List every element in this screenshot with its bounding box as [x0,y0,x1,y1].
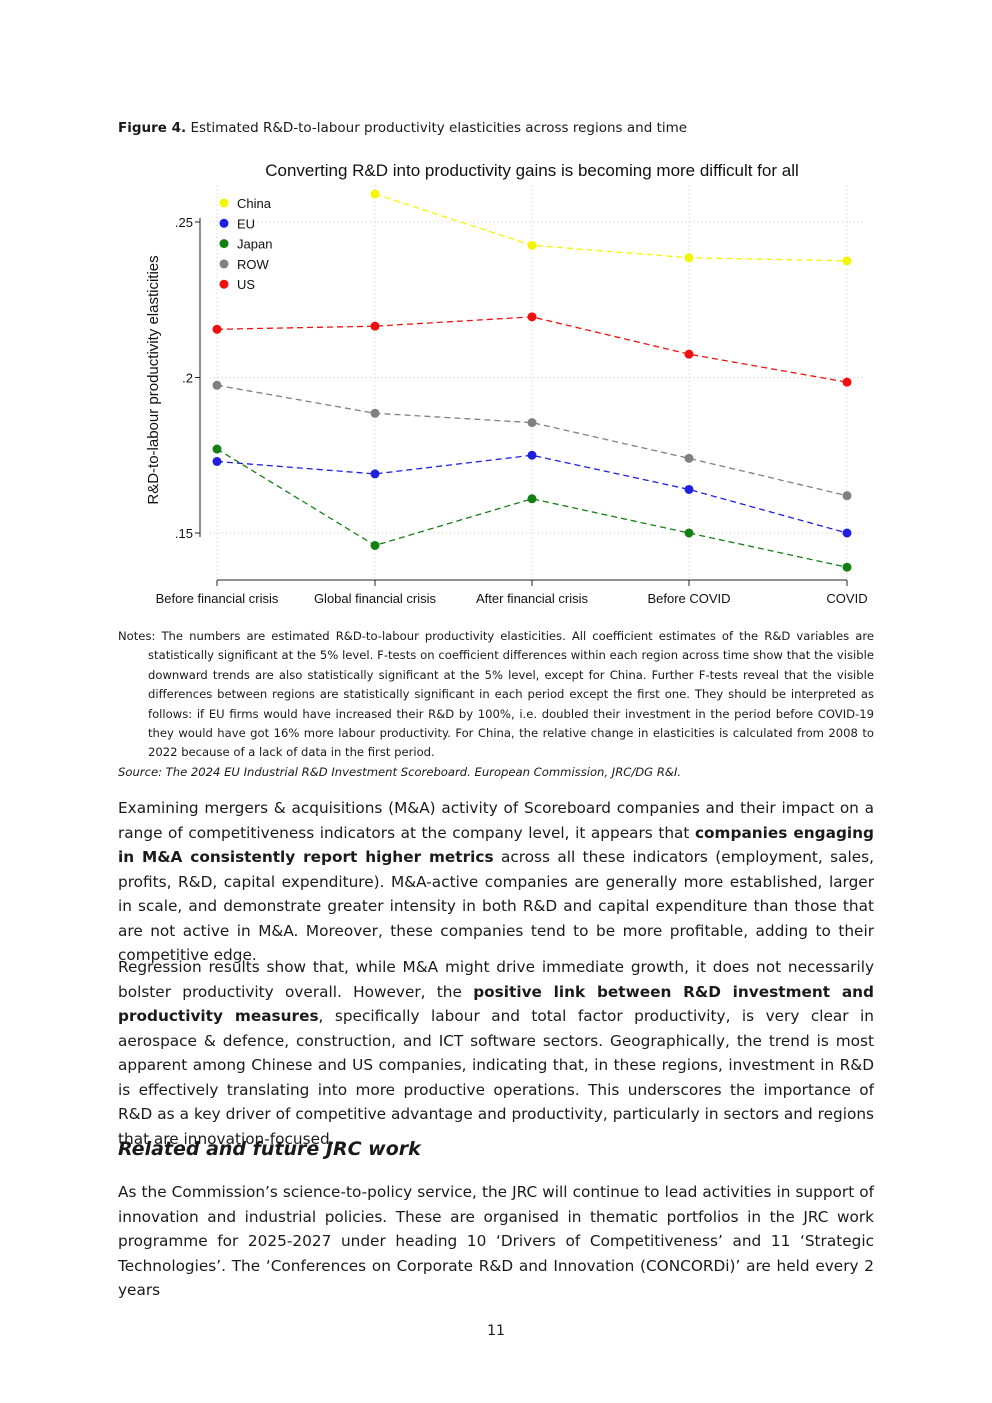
page-number: 11 [487,1323,505,1339]
data-point-china [684,253,694,263]
series-line-japan [216,448,848,568]
para1-bold: companies engaging in M&A consistently r… [118,823,874,867]
data-point-japan [842,562,852,572]
axes: .15 .2 .25 Before financial crisis Global fi… [156,215,868,606]
legend-label-china: China [237,196,272,211]
data-point-row [370,408,380,418]
x-tick-label: Before COVID [647,591,730,606]
y-tick-label: .15 [175,526,193,541]
x-tick-label: COVID [826,591,867,606]
data-point-row [527,418,537,428]
legend-marker-china [219,198,229,208]
source-text: Source: The 2024 EU Industrial R&D Inves… [118,764,682,779]
legend-label-row: ROW [237,257,270,272]
legend: China EU Japan ROW US [219,196,272,292]
para2-text-a: Regression results show that, while M&A … [118,958,874,1001]
data-point-china [527,240,537,250]
line-chart: Converting R&D into productivity gains i… [145,161,868,606]
para2-text-b: , specifically labour and total factor p… [118,1007,874,1148]
chart-title: Converting R&D into productivity gains i… [265,161,799,180]
x-tick-label: After financial crisis [476,591,588,606]
paragraph-jrc-work: As the Commission’s science-to-policy se… [118,1180,874,1303]
data-point-japan [527,494,537,504]
figure-caption: Figure 4. Estimated R&D-to-labour produc… [118,119,878,137]
figure-label: Figure 4. [118,120,187,136]
paragraph-regression: Regression results show that, while M&A … [118,955,874,1151]
data-point-eu [370,469,380,479]
data-point-japan [684,528,694,538]
series-lines [212,189,852,572]
data-point-japan [370,540,380,550]
para3-text: As the Commission’s science-to-policy se… [118,1183,874,1299]
series-line-row [216,384,848,497]
legend-label-us: US [237,277,255,292]
x-tick-label: Global financial crisis [314,591,437,606]
legend-marker-eu [219,218,229,228]
y-axis-label: R&D-to-labour productivity elasticities [145,255,162,504]
data-point-us [527,312,537,322]
para2-bold: positive link between R&D investment and… [118,982,874,1026]
legend-marker-us [219,279,229,289]
data-point-eu [527,450,537,460]
x-tick-label: Before financial crisis [156,591,279,606]
figure-notes: Notes: The numbers are estimated R&D-to-… [118,627,874,782]
data-point-eu [212,456,222,466]
paragraph-ma: Examining mergers & acquisitions (M&A) a… [118,796,874,968]
legend-label-japan: Japan [237,237,272,252]
data-point-row [684,453,694,463]
y-tick-label: .25 [175,215,193,230]
data-point-japan [212,444,222,454]
data-point-us [370,321,380,331]
data-point-row [842,491,852,501]
data-point-eu [842,528,852,538]
notes-text: Notes: The numbers are estimated R&D-to-… [118,629,874,760]
para1-text-b: across all these indicators (employment,… [118,848,874,964]
legend-label-eu: EU [237,216,255,231]
para1-text-a: Examining mergers & acquisitions (M&A) a… [118,799,874,842]
grid [210,185,864,580]
data-point-us [684,349,694,359]
figure-caption-text: Estimated R&D-to-labour productivity ela… [190,120,688,136]
legend-marker-japan [219,239,229,249]
data-point-us [842,377,852,387]
data-point-us [212,324,222,334]
y-tick-label: .2 [182,371,193,386]
data-point-china [842,256,852,266]
legend-marker-row [219,259,229,269]
data-point-row [212,380,222,390]
data-point-china [370,189,380,199]
section-heading: Related and future JRC work [118,1138,421,1160]
series-line-eu [216,454,848,534]
data-point-eu [684,484,694,494]
series-line-china [374,193,848,262]
